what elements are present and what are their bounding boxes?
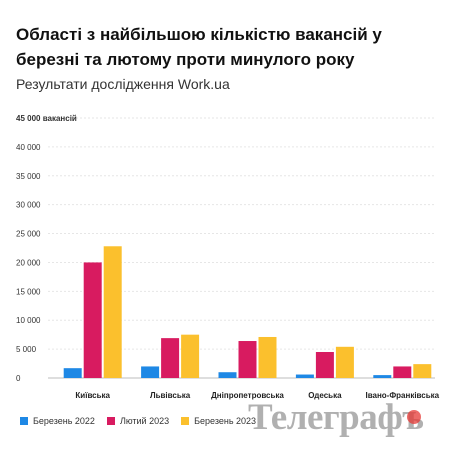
bar: [393, 366, 412, 378]
x-tick-label: Івано-Франківська: [365, 391, 439, 400]
legend-item-february-2023: Лютий 2023: [106, 416, 170, 426]
y-tick-label: 10 000: [16, 316, 41, 325]
legend-label-march-2023: Березень 2023: [194, 416, 257, 426]
legend-item-march-2022: Березень 2022: [20, 416, 95, 426]
bar: [161, 338, 180, 378]
bar: [218, 372, 237, 378]
bar: [335, 346, 354, 378]
bar: [238, 341, 257, 378]
y-tick-label: 5 000: [16, 345, 37, 354]
bar: [413, 364, 432, 378]
legend-swatch-march-2023: [181, 417, 190, 425]
y-tick-label: 15 000: [16, 287, 41, 296]
bar: [181, 334, 200, 378]
bar: [295, 374, 314, 378]
legend: Березень 2022 Лютий 2023 Березень 2023: [20, 416, 256, 426]
bar: [315, 352, 334, 378]
y-tick-label: 25 000: [16, 230, 41, 239]
y-tick-label: 30 000: [16, 201, 41, 210]
y-tick-label: 40 000: [16, 143, 41, 152]
legend-item-march-2023: Березень 2023: [181, 416, 256, 426]
bar: [103, 246, 122, 378]
telegraf-watermark: Телеграфъ: [248, 397, 424, 438]
legend-swatch-february-2023: [106, 417, 115, 425]
x-tick-label: Одеська: [308, 391, 342, 400]
watermark-badge-icon: [407, 410, 421, 424]
legend-label-march-2022: Березень 2022: [33, 416, 95, 426]
y-tick-label: 45 000 вакансій: [16, 114, 77, 123]
legend-label-february-2023: Лютий 2023: [119, 416, 170, 426]
bar: [373, 375, 392, 378]
chart-subtitle: Результати дослідження Work.ua: [16, 76, 230, 92]
legend-swatch-march-2022: [20, 417, 28, 425]
bar: [83, 262, 102, 378]
y-tick-label: 20 000: [16, 258, 41, 267]
x-tick-label: Львівська: [150, 391, 191, 400]
bar: [141, 366, 160, 378]
bar: [258, 336, 277, 378]
y-tick-label: 35 000: [16, 172, 41, 181]
chart-title: Області з найбільшою кількістю вакансій …: [16, 25, 382, 69]
x-tick-label: Дніпропетровська: [211, 391, 284, 400]
y-tick-label: 0: [16, 374, 21, 383]
x-tick-label: Київська: [75, 391, 110, 400]
bar: [63, 368, 82, 378]
